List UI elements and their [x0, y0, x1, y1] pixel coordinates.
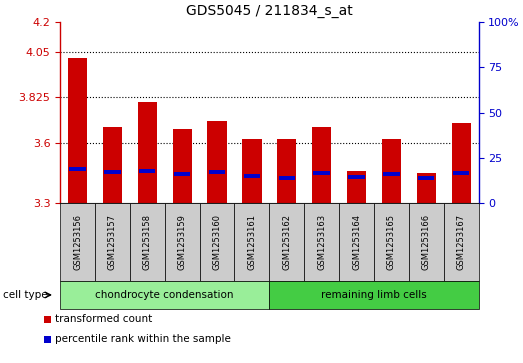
- Text: GSM1253167: GSM1253167: [457, 214, 465, 270]
- Text: GSM1253158: GSM1253158: [143, 214, 152, 270]
- Title: GDS5045 / 211834_s_at: GDS5045 / 211834_s_at: [186, 4, 353, 18]
- Bar: [417, 173, 436, 203]
- Text: GSM1253161: GSM1253161: [247, 214, 256, 270]
- Text: GSM1253156: GSM1253156: [73, 214, 82, 270]
- Bar: [279, 176, 295, 180]
- Bar: [347, 171, 366, 203]
- FancyBboxPatch shape: [60, 203, 95, 281]
- Text: remaining limb cells: remaining limb cells: [321, 290, 427, 300]
- FancyBboxPatch shape: [444, 203, 479, 281]
- Bar: [242, 139, 262, 203]
- Bar: [209, 170, 225, 174]
- Bar: [348, 175, 365, 179]
- Bar: [173, 129, 192, 203]
- Bar: [453, 171, 469, 175]
- Text: GSM1253165: GSM1253165: [387, 214, 396, 270]
- Text: transformed count: transformed count: [55, 314, 152, 325]
- Bar: [382, 139, 401, 203]
- Bar: [451, 123, 471, 203]
- Bar: [68, 58, 87, 203]
- Bar: [244, 174, 260, 178]
- FancyBboxPatch shape: [374, 203, 409, 281]
- Bar: [70, 167, 86, 171]
- Bar: [208, 121, 226, 203]
- Bar: [138, 102, 157, 203]
- Text: GSM1253157: GSM1253157: [108, 214, 117, 270]
- Text: GSM1253163: GSM1253163: [317, 214, 326, 270]
- Text: GSM1253162: GSM1253162: [282, 214, 291, 270]
- Bar: [277, 139, 297, 203]
- Text: cell type: cell type: [3, 290, 47, 300]
- Text: percentile rank within the sample: percentile rank within the sample: [55, 334, 231, 344]
- Bar: [104, 170, 121, 174]
- Text: GSM1253159: GSM1253159: [178, 215, 187, 270]
- Text: GSM1253160: GSM1253160: [212, 214, 222, 270]
- Bar: [418, 176, 435, 180]
- FancyBboxPatch shape: [269, 203, 304, 281]
- FancyBboxPatch shape: [269, 281, 479, 309]
- Bar: [383, 172, 400, 176]
- FancyBboxPatch shape: [234, 203, 269, 281]
- FancyBboxPatch shape: [200, 203, 234, 281]
- Text: GSM1253164: GSM1253164: [352, 214, 361, 270]
- FancyBboxPatch shape: [409, 203, 444, 281]
- Bar: [174, 172, 190, 176]
- Bar: [312, 127, 331, 203]
- FancyBboxPatch shape: [95, 203, 130, 281]
- Text: GSM1253166: GSM1253166: [422, 214, 431, 270]
- FancyBboxPatch shape: [165, 203, 200, 281]
- Bar: [139, 169, 155, 173]
- Text: chondrocyte condensation: chondrocyte condensation: [96, 290, 234, 300]
- Bar: [103, 127, 122, 203]
- FancyBboxPatch shape: [60, 281, 269, 309]
- FancyBboxPatch shape: [339, 203, 374, 281]
- FancyBboxPatch shape: [130, 203, 165, 281]
- FancyBboxPatch shape: [304, 203, 339, 281]
- Bar: [313, 171, 330, 175]
